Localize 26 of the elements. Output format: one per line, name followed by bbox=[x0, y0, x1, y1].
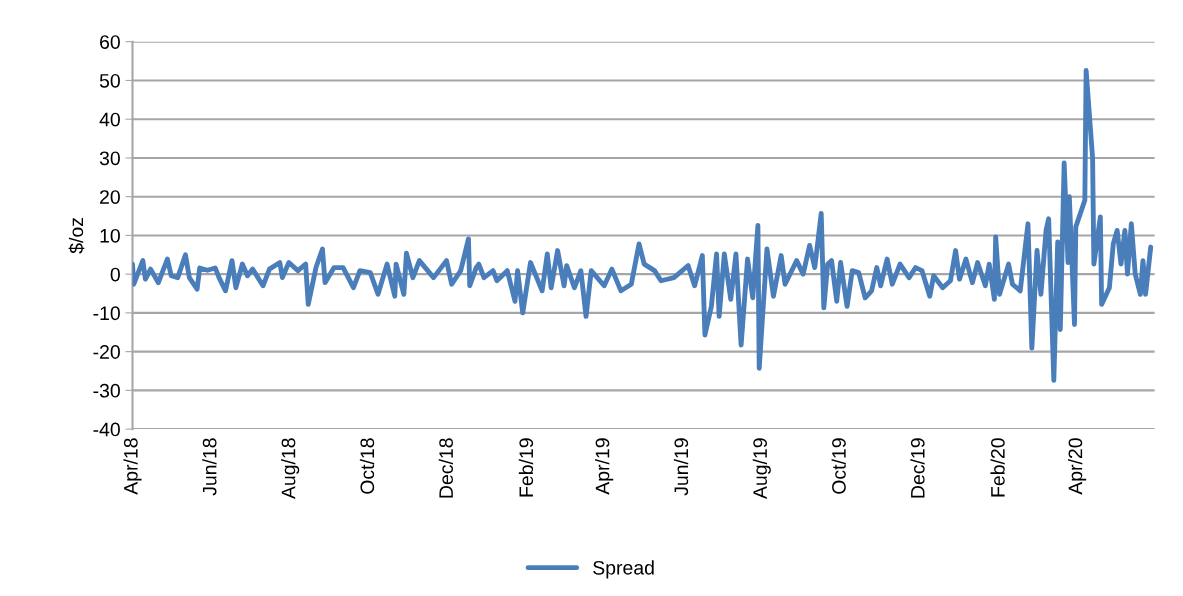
legend-label: Spread bbox=[593, 560, 654, 579]
x-tick-label: Apr/20 bbox=[1068, 438, 1087, 495]
y-tick-label: 40 bbox=[99, 112, 120, 127]
y-tick-label: 0 bbox=[110, 267, 120, 282]
y-tick-label: 30 bbox=[99, 151, 120, 166]
x-tick-label: Jun/19 bbox=[673, 438, 689, 496]
x-tick-label: Apr/19 bbox=[595, 438, 614, 495]
x-tick-label: Jun/18 bbox=[202, 438, 217, 496]
y-tick-label: 20 bbox=[100, 190, 120, 204]
y-tick-label: 50 bbox=[99, 73, 120, 88]
x-tick-label: Feb/19 bbox=[518, 438, 534, 497]
x-tick-label: Dec/18 bbox=[438, 438, 454, 498]
y-tick-label: -10 bbox=[93, 306, 120, 321]
y-tick-label: -20 bbox=[93, 345, 120, 359]
y-tick-label: -40 bbox=[93, 422, 120, 437]
y-tick-label: 60 bbox=[100, 35, 120, 49]
x-tick-label: Aug/19 bbox=[752, 438, 771, 500]
y-tick-label: -30 bbox=[93, 383, 120, 398]
x-tick-label: Oct/18 bbox=[359, 438, 375, 494]
y-axis-title: $/oz bbox=[68, 218, 85, 254]
x-tick-label: Oct/19 bbox=[831, 438, 846, 494]
x-tick-label: Feb/20 bbox=[990, 438, 1005, 497]
x-tick-label: Apr/18 bbox=[123, 438, 142, 495]
x-tick-label: Dec/19 bbox=[910, 438, 925, 498]
y-tick-label: 10 bbox=[100, 228, 120, 243]
x-tick-label: Aug/18 bbox=[281, 438, 300, 500]
